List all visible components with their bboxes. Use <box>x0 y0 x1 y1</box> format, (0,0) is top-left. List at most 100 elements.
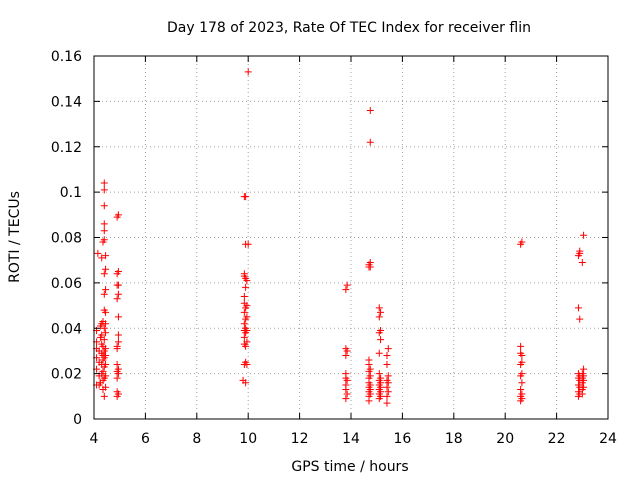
data-point <box>580 365 588 373</box>
data-point <box>240 333 248 341</box>
data-point <box>518 351 526 359</box>
data-point <box>102 351 110 359</box>
y-tick-label: 0.08 <box>51 231 82 247</box>
y-tick-label: 0.02 <box>51 367 82 383</box>
data-point <box>574 304 582 312</box>
data-point <box>366 138 374 146</box>
data-point <box>114 338 122 346</box>
data-point <box>243 327 251 335</box>
data-point <box>375 313 383 321</box>
data-point <box>100 186 108 194</box>
y-tick-label: 0.04 <box>51 321 82 337</box>
data-point <box>114 268 122 276</box>
data-point <box>94 249 102 257</box>
x-tick-label: 8 <box>192 431 201 447</box>
data-point <box>366 372 374 380</box>
y-tick-label: 0.12 <box>51 140 82 156</box>
data-point <box>517 386 525 394</box>
y-tick-label: 0.06 <box>51 276 82 292</box>
data-point <box>576 247 584 255</box>
data-point <box>580 231 588 239</box>
data-point <box>375 370 383 378</box>
x-tick-label: 14 <box>342 431 360 447</box>
y-tick-label: 0.1 <box>60 185 82 201</box>
data-point <box>342 395 350 403</box>
data-point <box>366 381 374 389</box>
data-point <box>113 295 121 303</box>
data-point <box>99 367 107 375</box>
data-point <box>102 286 110 294</box>
data-point <box>240 270 248 278</box>
x-tick-label: 18 <box>445 431 463 447</box>
data-point <box>578 258 586 266</box>
data-point <box>102 361 110 369</box>
data-point <box>100 220 108 228</box>
x-tick-label: 16 <box>393 431 411 447</box>
y-tick-label: 0.16 <box>51 49 82 65</box>
data-point <box>244 68 252 76</box>
data-point <box>243 277 251 285</box>
data-point <box>240 320 248 328</box>
data-point <box>375 349 383 357</box>
data-point <box>383 361 391 369</box>
data-point <box>240 308 248 316</box>
data-point <box>384 345 392 353</box>
data-point <box>100 236 108 244</box>
data-point <box>518 358 526 366</box>
data-points <box>93 68 588 407</box>
data-point <box>343 376 351 384</box>
data-point <box>98 254 106 262</box>
data-point <box>114 281 122 289</box>
data-point <box>114 331 122 339</box>
data-point <box>243 338 251 346</box>
data-point <box>343 281 351 289</box>
x-tick-label: 10 <box>239 431 257 447</box>
data-point <box>383 383 391 391</box>
data-point <box>342 381 350 389</box>
x-tick-label: 20 <box>496 431 514 447</box>
x-axis-tick-labels: 4 6 8 10 12 14 16 18 20 22 24 <box>90 431 617 447</box>
data-point <box>580 383 588 391</box>
data-point <box>383 392 391 400</box>
data-point <box>244 240 252 248</box>
data-point <box>243 313 251 321</box>
data-point <box>242 379 250 387</box>
x-tick-label: 24 <box>599 431 617 447</box>
data-point <box>518 238 526 246</box>
data-point <box>243 302 251 310</box>
data-point <box>113 342 121 350</box>
y-axis-tick-labels: 0 0.02 0.04 0.06 0.08 0.1 0.12 0.14 0.16 <box>51 49 82 428</box>
data-point <box>342 351 350 359</box>
grid-lines <box>94 56 608 419</box>
data-point <box>383 399 391 407</box>
data-point <box>366 106 374 114</box>
data-point <box>114 390 122 398</box>
data-point <box>517 342 525 350</box>
data-point <box>100 179 108 187</box>
data-point <box>113 361 121 369</box>
data-point <box>240 292 248 300</box>
data-point <box>366 365 374 373</box>
y-tick-label: 0 <box>73 412 82 428</box>
x-tick-label: 4 <box>90 431 99 447</box>
data-point <box>102 265 110 273</box>
data-point <box>242 193 250 201</box>
data-point <box>518 370 526 378</box>
data-point <box>377 308 385 316</box>
data-point <box>342 286 350 294</box>
y-axis-label: ROTI / TECUs <box>7 191 23 283</box>
data-point <box>102 372 110 380</box>
data-point <box>100 270 108 278</box>
x-tick-label: 22 <box>548 431 566 447</box>
data-point <box>102 308 110 316</box>
data-point <box>343 347 351 355</box>
data-point <box>100 324 108 332</box>
x-tick-label: 6 <box>141 431 150 447</box>
data-point <box>377 336 385 344</box>
data-point <box>100 290 108 298</box>
data-point <box>518 379 526 387</box>
data-point <box>576 315 584 323</box>
data-point <box>384 388 392 396</box>
data-point <box>383 351 391 359</box>
